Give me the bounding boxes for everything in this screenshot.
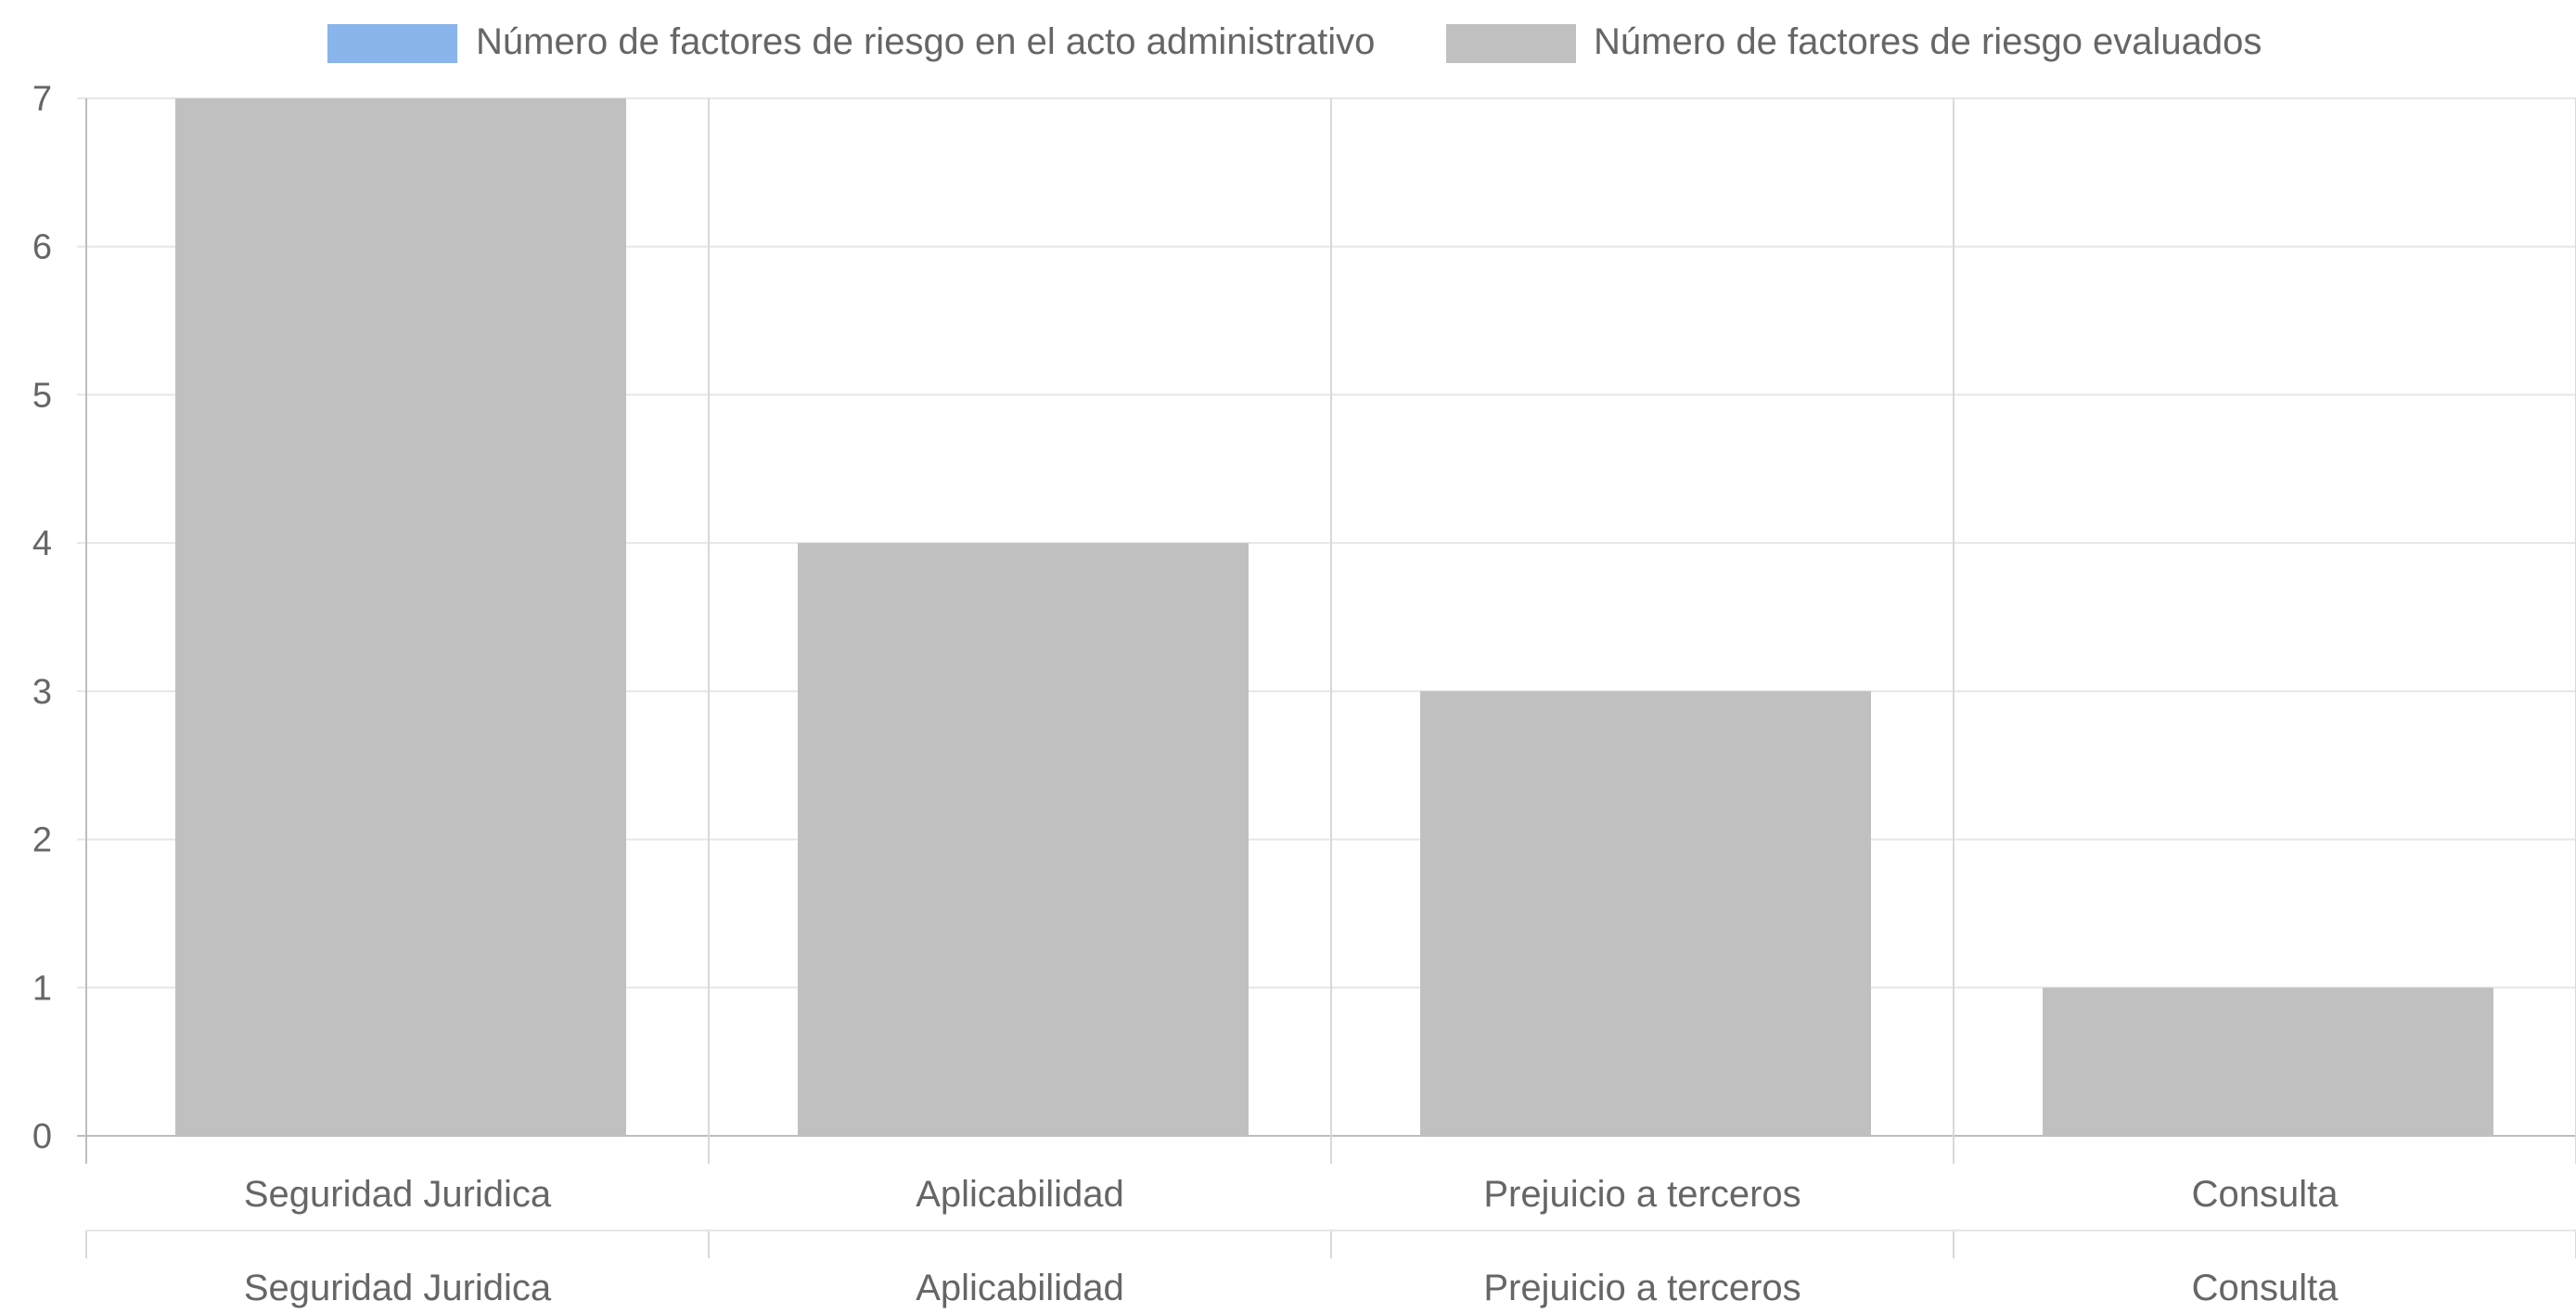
x-tick-label-secondary: Prejuicio a terceros (1483, 1268, 1801, 1308)
y-tick-label: 3 (32, 673, 52, 712)
y-tick-label: 7 (32, 80, 52, 119)
legend-swatch[interactable] (327, 24, 457, 63)
y-tick-label: 5 (32, 376, 52, 415)
y-tick-label: 0 (32, 1117, 52, 1156)
chart-legend[interactable]: Número de factores de riesgo en el acto … (327, 21, 2262, 63)
bar-aplicabilidad[interactable] (798, 543, 1249, 1136)
bar-prejuicio-a-terceros[interactable] (1420, 690, 1871, 1136)
bar-consulta[interactable] (2043, 987, 2493, 1136)
chart-bars (175, 98, 2493, 1136)
x-tick-label-secondary: Aplicabilidad (916, 1268, 1124, 1308)
x-tick-label: Consulta (2192, 1174, 2339, 1215)
y-tick-label: 2 (32, 821, 52, 860)
bar-seguridad-juridica[interactable] (175, 98, 626, 1136)
x-tick-label-secondary: Seguridad Juridica (244, 1268, 552, 1308)
x-tick-label-secondary: Consulta (2192, 1268, 2339, 1308)
x-tick-label: Prejuicio a terceros (1483, 1174, 1801, 1215)
legend-item[interactable]: Número de factores de riesgo en el acto … (327, 21, 1375, 63)
y-axis-ticks: 0 1 2 3 4 5 6 7 (32, 80, 52, 1156)
x-axis-labels: Seguridad Juridica Aplicabilidad Prejuicio… (244, 1174, 2339, 1308)
legend-label[interactable]: Número de factores de riesgo en el acto … (476, 21, 1375, 62)
x-tick-label: Seguridad Juridica (244, 1174, 552, 1215)
legend-item[interactable]: Número de factores de riesgo evaluados (1446, 21, 2262, 63)
legend-label[interactable]: Número de factores de riesgo evaluados (1594, 21, 2262, 62)
y-tick-label: 4 (32, 524, 52, 563)
legend-swatch[interactable] (1446, 24, 1576, 63)
x-tick-label: Aplicabilidad (916, 1174, 1124, 1215)
y-tick-label: 1 (32, 969, 52, 1008)
y-tick-label: 6 (32, 228, 52, 267)
